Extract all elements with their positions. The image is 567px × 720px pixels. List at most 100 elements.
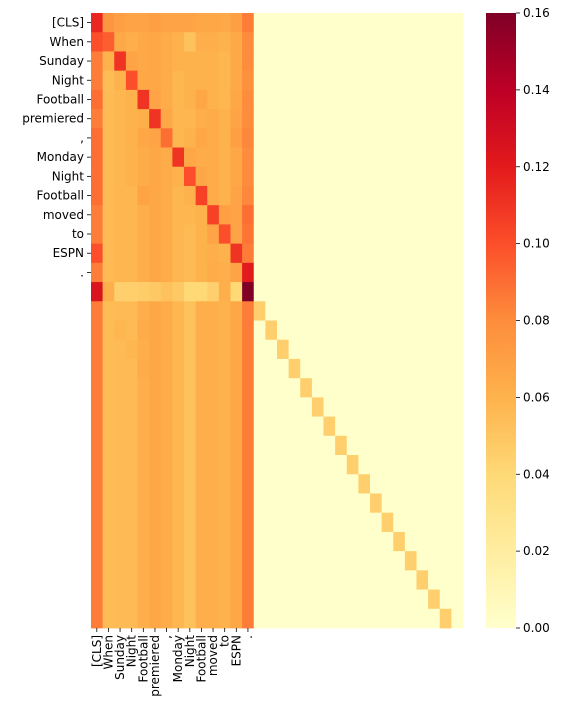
heatmap-cell [137,589,150,610]
heatmap-cell [125,128,138,148]
heatmap-cell [102,589,115,610]
heatmap-cell [323,32,336,52]
heatmap-cell [288,551,301,571]
heatmap-cell [137,205,150,225]
heatmap-cell [277,378,290,398]
x-tick-label: . [241,635,255,639]
heatmap-cell [184,551,197,571]
heatmap-cell [311,147,324,168]
heatmap-cell [265,51,278,72]
heatmap-cell [381,512,394,533]
heatmap-cell [358,262,371,283]
heatmap-cell [172,589,185,610]
heatmap-cell [125,147,138,168]
heatmap-cell [381,147,394,168]
heatmap-cell [370,147,383,168]
heatmap-cell [404,224,417,245]
x-tick-label: to [218,635,232,647]
heatmap-cell [125,32,138,52]
heatmap-cell [381,224,394,245]
heatmap-cell [253,166,266,187]
heatmap-cell [381,51,394,72]
heatmap-cell [335,474,348,494]
y-tick-label: [CLS] [52,16,84,30]
heatmap-cell [451,262,464,283]
heatmap-cell [149,570,162,590]
heatmap-cell [125,339,138,360]
heatmap-cell [451,608,464,629]
heatmap-cell [428,397,441,417]
heatmap-cell [218,224,231,245]
heatmap-cell [184,70,197,91]
heatmap-cell [404,282,417,302]
heatmap-cell [184,435,197,456]
heatmap-cell [149,205,162,225]
heatmap-cell [184,128,197,148]
heatmap-cell [207,551,220,571]
heatmap-cell [381,70,394,91]
heatmap-cell [311,128,324,148]
heatmap-cell [300,51,313,72]
heatmap-cell [91,109,104,129]
heatmap-cell [451,551,464,571]
heatmap-cell [404,397,417,417]
heatmap-cell [311,301,324,321]
heatmap-cell [323,512,336,533]
heatmap-cell [346,282,359,302]
heatmap-cell [428,320,441,341]
heatmap-cell [91,493,104,514]
heatmap-cell [102,512,115,533]
heatmap-cell [102,166,115,187]
heatmap-cell [242,455,255,475]
heatmap-cell [160,551,173,571]
heatmap-cell [195,320,208,341]
heatmap-cell [277,243,290,264]
heatmap-cell [172,474,185,494]
heatmap-cell [114,339,127,360]
heatmap-cell [277,570,290,590]
heatmap-cell [288,282,301,302]
heatmap-cell [172,435,185,456]
heatmap-cell [102,435,115,456]
heatmap-cell [160,589,173,610]
y-tick-label: ESPN [53,246,84,260]
heatmap-cell [381,166,394,187]
heatmap-cell [149,474,162,494]
heatmap-cell [416,320,429,341]
heatmap-cell [288,166,301,187]
heatmap-cell [91,608,104,629]
heatmap-cell [300,416,313,437]
heatmap-cell [195,205,208,225]
heatmap-cell [277,608,290,629]
heatmap-cell [114,474,127,494]
heatmap-cell [439,282,452,302]
heatmap-cell [288,185,301,206]
heatmap-cell [358,589,371,610]
heatmap-cell [230,262,243,283]
heatmap-cell [381,128,394,148]
heatmap-cell [218,32,231,52]
heatmap-cell [149,589,162,610]
heatmap-cell [242,531,255,552]
heatmap-cell [149,608,162,629]
heatmap-cell [160,531,173,552]
y-tick-label: to [72,227,84,241]
heatmap-cell [242,358,255,379]
heatmap-cell [91,128,104,148]
heatmap-cell [125,455,138,475]
x-tick-label: [CLS] [90,635,104,667]
heatmap-cell [218,128,231,148]
heatmap-cell [230,551,243,571]
heatmap-cell [277,320,290,341]
heatmap-cell [195,531,208,552]
heatmap-cell [91,512,104,533]
heatmap-cell [253,147,266,168]
heatmap-cell [311,551,324,571]
heatmap-cell [149,551,162,571]
heatmap-cell [195,378,208,398]
heatmap-cell [277,493,290,514]
heatmap-cell [346,493,359,514]
heatmap-cell [218,378,231,398]
heatmap-cell [381,320,394,341]
y-tick-label: Monday [37,150,84,164]
